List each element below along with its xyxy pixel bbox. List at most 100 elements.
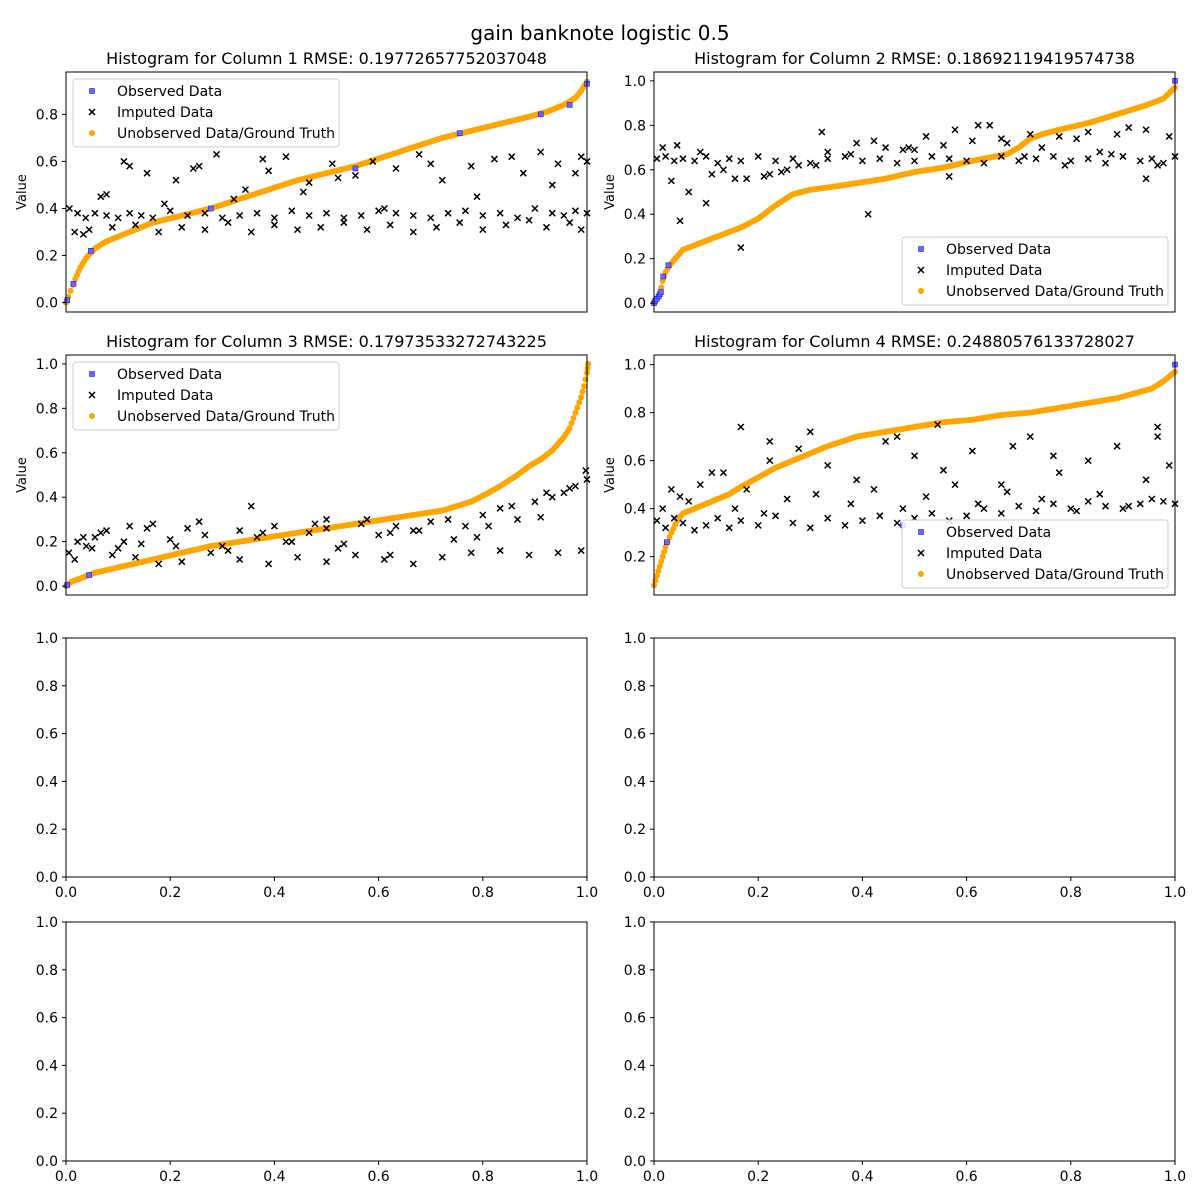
- subplot-2: Histogram for Column 2 RMSE: 0.186921194…: [603, 49, 1179, 313]
- y-tick-label: 0.2: [36, 822, 58, 838]
- data-point-imputed: [685, 188, 693, 196]
- data-point-imputed: [577, 226, 585, 234]
- data-point-imputed: [143, 524, 151, 532]
- data-point-imputed: [328, 160, 336, 168]
- legend-marker-imputed: [88, 108, 96, 116]
- data-point-imputed: [939, 141, 947, 149]
- data-point-imputed: [102, 527, 111, 535]
- x-tick-label: 0.0: [643, 1169, 665, 1185]
- data-point-imputed: [253, 533, 261, 541]
- data-point-imputed: [662, 152, 670, 160]
- legend-marker-observed: [918, 246, 924, 252]
- data-point-imputed: [577, 153, 585, 161]
- data-point-imputed: [282, 153, 290, 161]
- legend-marker-observed: [89, 371, 95, 377]
- data-point-ground-truth: [661, 548, 668, 555]
- data-point-imputed: [294, 226, 302, 234]
- legend-label-imputed: Imputed Data: [946, 546, 1042, 562]
- data-point-imputed: [1148, 155, 1156, 163]
- series-x: [65, 467, 591, 568]
- data-point-imputed: [1009, 442, 1017, 450]
- data-point-imputed: [653, 517, 661, 525]
- data-point-imputed: [783, 495, 791, 503]
- data-point-imputed: [963, 157, 971, 165]
- data-point-imputed: [415, 527, 423, 535]
- data-point-imputed: [690, 526, 699, 534]
- data-point-imputed: [696, 481, 704, 489]
- data-point-imputed: [934, 421, 942, 429]
- y-tick-label: 1.0: [36, 357, 58, 373]
- data-point-imputed: [1159, 497, 1167, 505]
- data-point-imputed: [870, 137, 878, 145]
- data-point-imputed: [980, 505, 988, 513]
- y-tick-label: 1.0: [624, 74, 646, 90]
- y-tick-label: 1.0: [624, 631, 646, 647]
- legend-label-unobserved: Unobserved Data/Ground Truth: [117, 126, 335, 142]
- data-point-imputed: [1038, 495, 1046, 503]
- data-point-imputed: [702, 199, 710, 207]
- data-point-imputed: [1049, 452, 1057, 460]
- data-point-imputed: [673, 141, 681, 149]
- y-tick-label: 0.0: [36, 296, 58, 312]
- data-point-imputed: [97, 529, 105, 537]
- data-point-imputed: [997, 481, 1005, 489]
- data-point-imputed: [270, 214, 278, 222]
- data-point-imputed: [806, 524, 814, 532]
- legend-marker-unobserved-shape: [89, 413, 95, 419]
- data-point-imputed: [375, 531, 383, 539]
- x-tick-label: 0.0: [55, 885, 77, 901]
- data-point-imputed: [928, 509, 936, 517]
- axes-frame: [65, 71, 588, 313]
- data-point-imputed: [719, 166, 727, 174]
- legend-marker-imputed-shape: [917, 266, 925, 274]
- y-tick-label: 0.2: [36, 535, 58, 551]
- data-point-imputed: [467, 162, 475, 170]
- y-tick-label: 0.0: [36, 579, 58, 595]
- data-point-imputed: [253, 209, 261, 217]
- data-point-imputed: [479, 511, 487, 519]
- y-tick-label: 0.0: [624, 296, 646, 312]
- legend-label-imputed: Imputed Data: [946, 263, 1042, 279]
- data-point-imputed: [772, 512, 780, 520]
- data-point-imputed: [806, 159, 814, 167]
- data-point-imputed: [71, 555, 79, 563]
- data-point-imputed: [102, 190, 111, 198]
- data-point-imputed: [945, 155, 953, 163]
- data-point-imputed: [1154, 423, 1162, 431]
- data-point-imputed: [1015, 157, 1023, 165]
- data-point-imputed: [479, 211, 487, 220]
- series-square: [663, 361, 1178, 545]
- data-point-imputed: [968, 447, 976, 455]
- y-tick-label: 0.8: [624, 679, 646, 695]
- data-point-imputed: [853, 476, 861, 484]
- axes-frame: [65, 637, 588, 878]
- data-point-imputed: [876, 512, 884, 520]
- x-tick-label: 0.6: [955, 885, 977, 901]
- data-point-imputed: [322, 515, 331, 523]
- x-tick-label: 1.0: [1164, 885, 1186, 901]
- data-point-imputed: [1026, 130, 1034, 138]
- y-tick-label: 0.8: [624, 118, 646, 134]
- data-point-imputed: [795, 445, 803, 453]
- data-point-imputed: [986, 121, 994, 129]
- legend-marker-observed-shape: [918, 529, 924, 535]
- axes-frame: [65, 354, 588, 596]
- data-point-observed: [566, 102, 573, 108]
- data-point-imputed: [653, 155, 661, 163]
- data-point-imputed: [1055, 469, 1063, 477]
- data-point-imputed: [893, 433, 901, 441]
- legend-label-unobserved: Unobserved Data/Ground Truth: [946, 284, 1164, 300]
- data-point-imputed: [114, 214, 122, 222]
- data-point-imputed: [236, 555, 244, 563]
- data-point-imputed: [571, 207, 579, 215]
- data-point-imputed: [218, 214, 226, 222]
- data-point-imputed: [288, 207, 296, 215]
- data-point-imputed: [679, 519, 687, 527]
- data-point-imputed: [760, 509, 768, 517]
- x-tick-label: 0.8: [1060, 885, 1082, 901]
- data-point-imputed: [409, 560, 417, 568]
- data-point-imputed: [155, 560, 163, 568]
- data-point-imputed: [853, 139, 861, 147]
- x-tick-label: 0.6: [955, 1169, 977, 1185]
- data-point-imputed: [496, 547, 504, 555]
